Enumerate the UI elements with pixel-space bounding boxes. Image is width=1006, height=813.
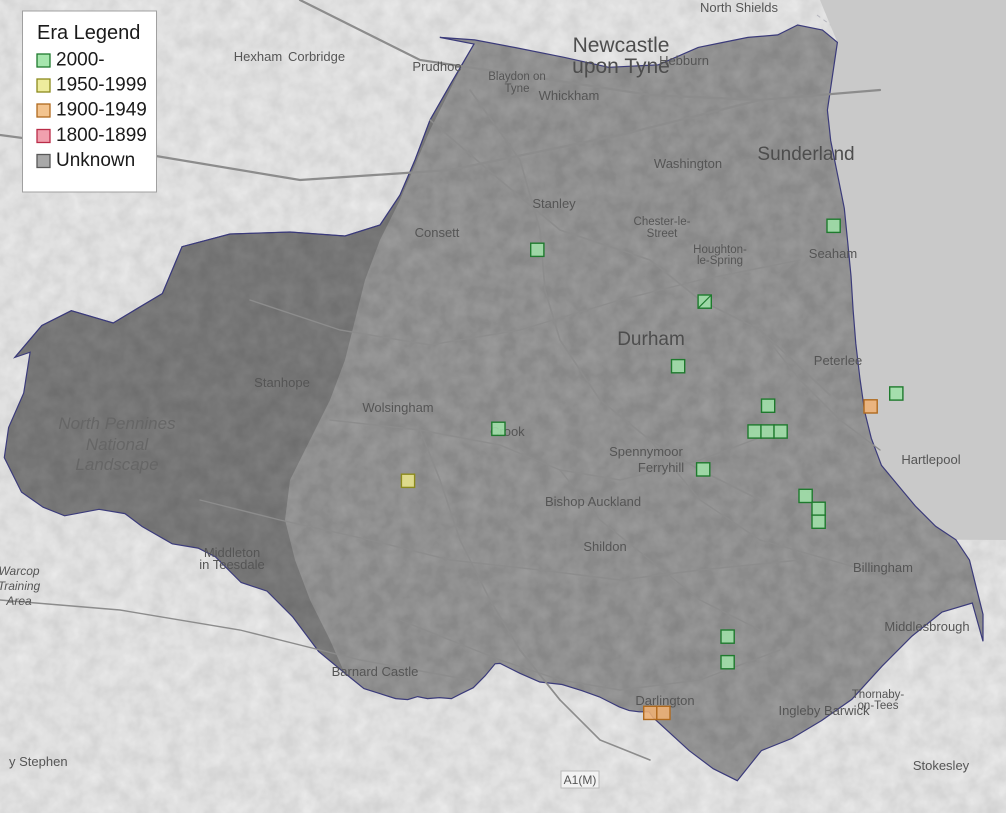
svg-text:Warcop: Warcop	[0, 564, 40, 578]
svg-text:Seaham: Seaham	[809, 246, 857, 261]
svg-text:Spennymoor: Spennymoor	[609, 444, 683, 459]
svg-text:Prudhoe: Prudhoe	[412, 59, 461, 74]
svg-text:Billingham: Billingham	[853, 560, 913, 575]
svg-text:Durham: Durham	[617, 329, 685, 350]
svg-text:Blaydon on: Blaydon on	[488, 71, 546, 83]
svg-text:Barnard Castle: Barnard Castle	[332, 664, 419, 679]
svg-text:in Teesdale: in Teesdale	[199, 557, 265, 572]
svg-text:y Stephen: y Stephen	[9, 754, 68, 769]
svg-text:Hebburn: Hebburn	[659, 53, 709, 68]
svg-text:Area: Area	[5, 594, 32, 608]
svg-text:Middlesbrough: Middlesbrough	[884, 619, 969, 634]
svg-text:North Pennines: North Pennines	[58, 414, 176, 433]
svg-text:Chester-le-: Chester-le-	[634, 216, 691, 228]
svg-text:Ferryhill: Ferryhill	[638, 460, 684, 475]
svg-text:Shildon: Shildon	[583, 539, 626, 554]
svg-text:le-Spring: le-Spring	[697, 255, 743, 267]
svg-text:Newcastle: Newcastle	[573, 34, 670, 57]
svg-text:Corbridge: Corbridge	[288, 49, 345, 64]
svg-text:Whickham: Whickham	[539, 88, 600, 103]
svg-text:Bishop Auckland: Bishop Auckland	[545, 494, 641, 509]
svg-text:Tyne: Tyne	[505, 83, 530, 95]
svg-text:1950-1999: 1950-1999	[56, 75, 147, 96]
svg-text:Sunderland: Sunderland	[757, 144, 854, 165]
svg-text:Stanhope: Stanhope	[254, 375, 310, 390]
svg-text:Washington: Washington	[654, 156, 722, 171]
svg-text:Hexham: Hexham	[234, 49, 282, 64]
svg-text:Hartlepool: Hartlepool	[901, 452, 960, 467]
svg-text:Landscape: Landscape	[75, 455, 158, 474]
svg-text:North Shields: North Shields	[700, 0, 779, 15]
svg-text:National: National	[86, 435, 150, 454]
svg-text:Wolsingham: Wolsingham	[362, 400, 433, 415]
svg-text:Unknown: Unknown	[56, 150, 135, 171]
svg-text:Consett: Consett	[415, 225, 460, 240]
svg-text:Street: Street	[647, 228, 678, 240]
svg-text:Ingleby Barwick: Ingleby Barwick	[778, 703, 870, 718]
svg-text:Peterlee: Peterlee	[814, 353, 862, 368]
svg-text:upon Tyne: upon Tyne	[572, 55, 670, 78]
svg-text:Stanley: Stanley	[532, 196, 576, 211]
svg-text:1900-1949: 1900-1949	[56, 100, 147, 121]
svg-text:Era Legend: Era Legend	[37, 22, 140, 44]
svg-text:Stokesley: Stokesley	[913, 758, 970, 773]
svg-text:1800-1899: 1800-1899	[56, 125, 147, 146]
svg-text:2000-: 2000-	[56, 50, 105, 71]
svg-text:Training: Training	[0, 579, 41, 593]
svg-text:A1(M): A1(M)	[564, 773, 597, 787]
